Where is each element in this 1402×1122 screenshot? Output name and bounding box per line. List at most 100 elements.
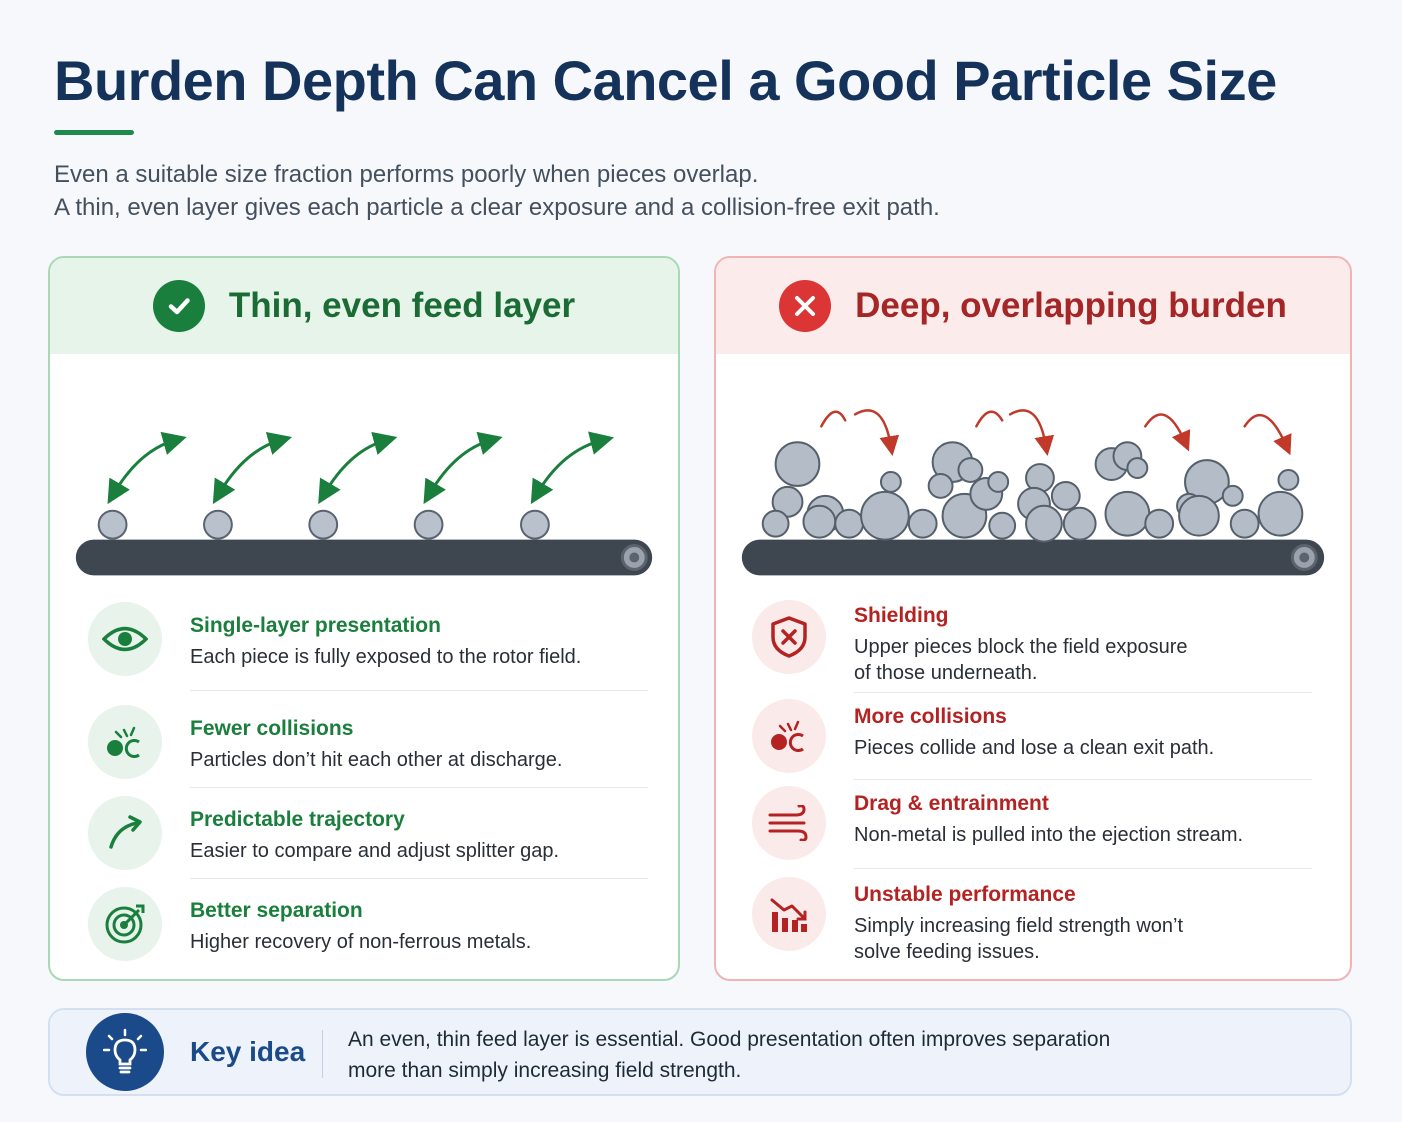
particles-single-layer — [97, 509, 550, 540]
collision-arrow — [1243, 414, 1292, 456]
list-item: More collisions Pieces collide and lose … — [752, 699, 1312, 773]
particle — [802, 504, 837, 539]
particle — [1277, 469, 1300, 491]
particle — [860, 490, 910, 541]
particle — [987, 471, 1010, 493]
key-idea-label: Key idea — [190, 1036, 306, 1067]
particle — [1025, 504, 1063, 543]
key-idea-line-1: An even, thin feed layer is essential. G… — [348, 1028, 1111, 1051]
particle — [957, 457, 984, 483]
particle — [1229, 508, 1260, 539]
list-item: Single-layer presentation Each piece is … — [88, 602, 648, 676]
list-item: Better separation Higher recovery of non… — [88, 887, 648, 961]
deep-burden-title: Deep, overlapping burden — [855, 286, 1287, 325]
particle — [413, 509, 444, 540]
subtitle: Even a suitable size fraction performs p… — [54, 158, 1354, 224]
key-idea-line-2: more than simply increasing field streng… — [348, 1059, 742, 1082]
blocked-exit-arrows — [820, 409, 1292, 456]
collision-arrow — [975, 410, 1004, 428]
collision-arrow — [1144, 413, 1191, 452]
list-item: Shielding Upper pieces block the field e… — [752, 600, 1312, 686]
item-description: Easier to compare and adjust splitter ga… — [190, 840, 560, 862]
collision-arrow — [820, 410, 847, 428]
particle — [761, 509, 790, 538]
item-description: Upper pieces block the field exposure of… — [854, 634, 1188, 686]
particles-overlapping — [761, 441, 1304, 543]
thin-layer-card: Thin, even feed layer — [48, 256, 680, 981]
particle — [1050, 480, 1081, 511]
list-item: Drag & entrainment Non-metal is pulled i… — [752, 786, 1312, 860]
particle — [1178, 494, 1220, 537]
collision-icon — [88, 705, 162, 779]
particle — [907, 508, 938, 539]
list-item: Fewer collisions Particles don’t hit eac… — [88, 705, 648, 779]
thin-layer-header: Thin, even feed layer — [50, 258, 678, 354]
item-title: More collisions — [854, 705, 1007, 728]
x-icon — [779, 280, 832, 332]
title-underline — [54, 130, 134, 135]
exit-arrow — [423, 431, 503, 505]
item-description: Pieces collide and lose a clean exit pat… — [854, 737, 1215, 759]
eye-icon — [88, 602, 162, 676]
particle — [520, 509, 550, 540]
item-title: Fewer collisions — [190, 717, 354, 740]
deep-burden-problems: Shielding Upper pieces block the field e… — [752, 600, 1312, 965]
page-title: Burden Depth Can Cancel a Good Particle … — [54, 49, 1277, 112]
shield-x-icon — [752, 600, 826, 674]
item-description: Simply increasing field strength won’t s… — [854, 913, 1183, 965]
wind-icon — [752, 786, 826, 860]
thin-layer-illustration — [75, 431, 653, 576]
item-title: Single-layer presentation — [190, 614, 441, 637]
conveyor-belt — [741, 539, 1325, 576]
particle — [927, 473, 954, 499]
particle — [988, 511, 1017, 540]
particle — [879, 471, 902, 493]
item-title: Better separation — [190, 899, 363, 922]
item-description: Non-metal is pulled into the ejection st… — [854, 824, 1244, 846]
divider — [190, 878, 648, 879]
divider — [854, 779, 1312, 780]
divider — [854, 868, 1312, 869]
deep-burden-card: Deep, overlapping burden — [714, 256, 1352, 981]
exit-arrows — [107, 431, 615, 505]
check-icon — [152, 280, 205, 332]
lightbulb-icon — [86, 1013, 164, 1091]
collision-arrow — [853, 409, 900, 456]
item-description: Higher recovery of non-ferrous metals. — [190, 931, 532, 953]
exit-arrow — [530, 431, 615, 505]
subtitle-line-1: Even a suitable size fraction performs p… — [54, 161, 759, 188]
key-idea-separator — [322, 1030, 323, 1078]
list-item: Unstable performance Simply increasing f… — [752, 877, 1312, 965]
particle — [834, 508, 865, 539]
item-description-line: of those underneath. — [854, 662, 1038, 684]
particle — [1144, 508, 1175, 539]
particle — [203, 509, 233, 540]
deep-burden-header: Deep, overlapping burden — [716, 258, 1350, 354]
deep-burden-illustration — [741, 409, 1325, 576]
particle — [1062, 506, 1097, 541]
thin-layer-benefits: Single-layer presentation Each piece is … — [88, 602, 648, 961]
subtitle-line-2: A thin, even layer gives each particle a… — [54, 194, 940, 221]
collision-icon — [752, 699, 826, 773]
trajectory-arrow-icon — [88, 796, 162, 870]
divider — [190, 690, 648, 691]
key-idea-banner: Key idea An even, thin feed layer is ess… — [48, 1008, 1352, 1096]
key-idea-text: An even, thin feed layer is essential. G… — [348, 1024, 1110, 1086]
item-description-line: Upper pieces block the field exposure — [854, 636, 1188, 658]
thin-layer-title: Thin, even feed layer — [228, 286, 576, 325]
particle — [1104, 490, 1151, 537]
item-description: Particles don’t hit each other at discha… — [190, 749, 563, 771]
particle — [1257, 490, 1304, 537]
divider — [190, 787, 648, 788]
divider — [854, 692, 1312, 693]
particle — [97, 509, 128, 540]
particle — [308, 509, 339, 540]
exit-arrow — [212, 431, 293, 505]
item-title: Drag & entrainment — [854, 792, 1049, 815]
item-description: Each piece is fully exposed to the rotor… — [190, 646, 582, 668]
item-description-line: Simply increasing field strength won’t — [854, 915, 1184, 937]
item-title: Unstable performance — [854, 883, 1076, 906]
particle — [774, 441, 821, 487]
collision-arrow — [1008, 409, 1055, 456]
target-icon — [88, 887, 162, 961]
